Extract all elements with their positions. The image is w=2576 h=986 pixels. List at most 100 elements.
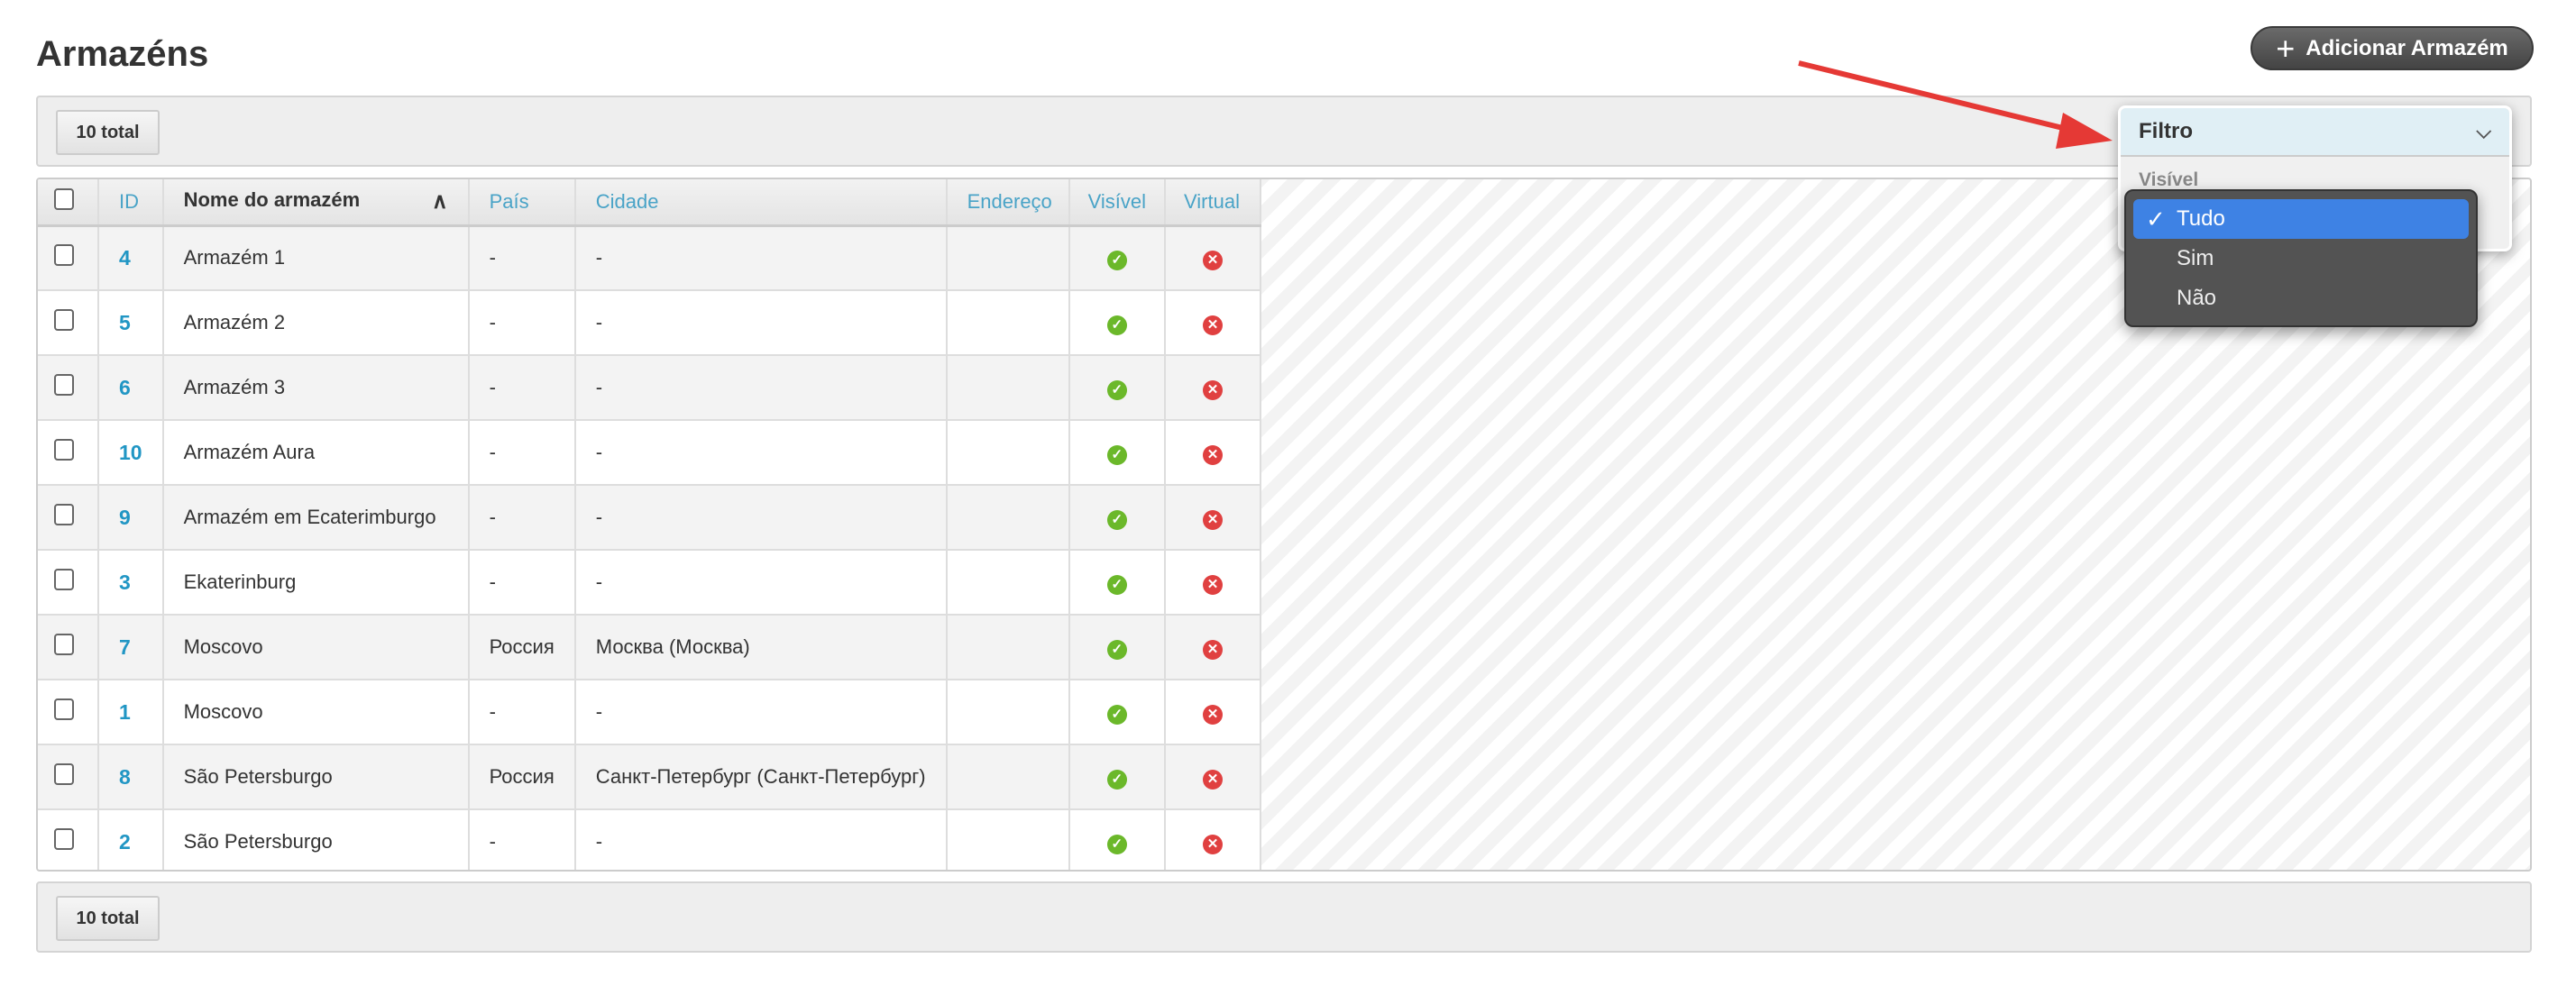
table-row[interactable]: 9 Armazém em Ecaterimburgo - - ✓ ✕ <box>38 485 1262 551</box>
chevron-down-icon[interactable]: ⌵ <box>2476 120 2491 142</box>
sort-asc-icon: ∧ <box>432 189 448 215</box>
row-id[interactable]: 9 <box>98 485 164 551</box>
check-circle-icon[interactable]: ✓ <box>1106 769 1127 790</box>
row-checkbox[interactable] <box>54 309 74 331</box>
x-circle-icon[interactable]: ✕ <box>1203 509 1224 530</box>
visible-filter-dropdown[interactable]: ✓ Tudo Sim Não <box>2124 189 2478 327</box>
row-checkbox[interactable] <box>54 828 74 850</box>
x-circle-icon[interactable]: ✕ <box>1203 444 1224 465</box>
row-name: Moscovo <box>162 615 470 680</box>
check-circle-icon[interactable]: ✓ <box>1106 250 1127 270</box>
col-city[interactable]: Cidade <box>574 179 948 227</box>
plus-icon: + <box>2276 29 2296 67</box>
row-name: Moscovo <box>162 680 470 745</box>
top-toolbar: 10 total <box>36 96 2532 167</box>
check-circle-icon[interactable]: ✓ <box>1106 834 1127 854</box>
row-city: - <box>574 809 948 870</box>
col-visible[interactable]: Visível <box>1068 179 1167 227</box>
row-checkbox[interactable] <box>54 374 74 396</box>
row-id[interactable]: 6 <box>98 355 164 421</box>
check-circle-icon[interactable]: ✓ <box>1106 379 1127 400</box>
row-address <box>946 615 1070 680</box>
x-circle-icon[interactable]: ✕ <box>1203 250 1224 270</box>
col-name-label: Nome do armazém <box>183 188 361 212</box>
option-tudo[interactable]: ✓ Tudo <box>2133 199 2469 239</box>
row-name: Armazém 1 <box>162 225 470 291</box>
table-row[interactable]: 5 Armazém 2 - - ✓ ✕ <box>38 290 1262 356</box>
x-circle-icon[interactable]: ✕ <box>1203 704 1224 725</box>
table-row[interactable]: 3 Ekaterinburg - - ✓ ✕ <box>38 550 1262 616</box>
table-row[interactable]: 6 Armazém 3 - - ✓ ✕ <box>38 355 1262 421</box>
row-id[interactable]: 4 <box>98 225 164 291</box>
row-city: - <box>574 355 948 421</box>
row-checkbox[interactable] <box>54 504 74 525</box>
check-circle-icon[interactable]: ✓ <box>1106 704 1127 725</box>
row-address <box>946 420 1070 486</box>
col-virtual[interactable]: Virtual <box>1165 179 1262 227</box>
row-city: - <box>574 290 948 356</box>
table-header: ID Nome do armazém ∧ País Cidade Endereço… <box>38 179 1262 227</box>
row-country: - <box>468 355 576 421</box>
check-circle-icon[interactable]: ✓ <box>1106 444 1127 465</box>
check-circle-icon[interactable]: ✓ <box>1106 509 1127 530</box>
check-circle-icon[interactable]: ✓ <box>1106 639 1127 660</box>
col-name[interactable]: Nome do armazém ∧ <box>162 179 470 227</box>
col-address[interactable]: Endereço <box>946 179 1070 227</box>
table-row[interactable]: 1 Moscovo - - ✓ ✕ <box>38 680 1262 745</box>
row-id[interactable]: 7 <box>98 615 164 680</box>
col-country[interactable]: País <box>468 179 576 227</box>
bottom-toolbar: 10 total <box>36 881 2532 953</box>
x-circle-icon[interactable]: ✕ <box>1203 379 1224 400</box>
visible-filter-label: Visível <box>2139 169 2199 190</box>
select-all-checkbox[interactable] <box>54 187 74 210</box>
table-row[interactable]: 10 Armazém Aura - - ✓ ✕ <box>38 420 1262 486</box>
option-label: Não <box>2177 286 2217 310</box>
row-city: - <box>574 550 948 616</box>
row-id[interactable]: 1 <box>98 680 164 745</box>
row-address <box>946 809 1070 870</box>
option-sim[interactable]: Sim <box>2133 239 2469 278</box>
row-name: Armazém em Ecaterimburgo <box>162 485 470 551</box>
row-id[interactable]: 8 <box>98 744 164 810</box>
add-warehouse-button[interactable]: + Adicionar Armazém <box>2251 26 2534 70</box>
row-id[interactable]: 5 <box>98 290 164 356</box>
row-city: - <box>574 420 948 486</box>
table-row[interactable]: 4 Armazém 1 - - ✓ ✕ <box>38 225 1262 291</box>
row-checkbox[interactable] <box>54 439 74 461</box>
total-count-button-bottom[interactable]: 10 total <box>56 896 160 941</box>
row-city: - <box>574 680 948 745</box>
row-checkbox[interactable] <box>54 698 74 720</box>
row-id[interactable]: 3 <box>98 550 164 616</box>
row-name: São Petersburgo <box>162 809 470 870</box>
row-city: Санкт-Петербург (Санкт-Петербург) <box>574 744 948 810</box>
x-circle-icon[interactable]: ✕ <box>1203 315 1224 335</box>
x-circle-icon[interactable]: ✕ <box>1203 574 1224 595</box>
table-row[interactable]: 2 São Petersburgo - - ✓ ✕ <box>38 809 1262 870</box>
x-circle-icon[interactable]: ✕ <box>1203 769 1224 790</box>
row-id[interactable]: 10 <box>98 420 164 486</box>
check-circle-icon[interactable]: ✓ <box>1106 315 1127 335</box>
row-name: Armazém 3 <box>162 355 470 421</box>
row-checkbox[interactable] <box>54 569 74 590</box>
row-checkbox[interactable] <box>54 244 74 267</box>
row-country: - <box>468 550 576 616</box>
check-circle-icon[interactable]: ✓ <box>1106 574 1127 595</box>
table-row[interactable]: 8 São Petersburgo Россия Санкт-Петербург… <box>38 744 1262 810</box>
page-title: Armazéns <box>36 34 209 74</box>
table-row[interactable]: 7 Moscovo Россия Москва (Москва) ✓ ✕ <box>38 615 1262 680</box>
row-checkbox[interactable] <box>54 763 74 785</box>
total-count-button[interactable]: 10 total <box>56 110 160 155</box>
row-checkbox[interactable] <box>54 634 74 655</box>
col-id[interactable]: ID <box>98 179 164 227</box>
row-country: Россия <box>468 744 576 810</box>
row-name: Armazém 2 <box>162 290 470 356</box>
filter-header[interactable]: Filtro ⌵ <box>2121 108 2509 157</box>
x-circle-icon[interactable]: ✕ <box>1203 639 1224 660</box>
x-circle-icon[interactable]: ✕ <box>1203 834 1224 854</box>
checkmark-icon: ✓ <box>2146 205 2166 233</box>
row-address <box>946 550 1070 616</box>
row-address <box>946 355 1070 421</box>
option-nao[interactable]: Não <box>2133 278 2469 318</box>
row-id[interactable]: 2 <box>98 809 164 870</box>
row-country: Россия <box>468 615 576 680</box>
